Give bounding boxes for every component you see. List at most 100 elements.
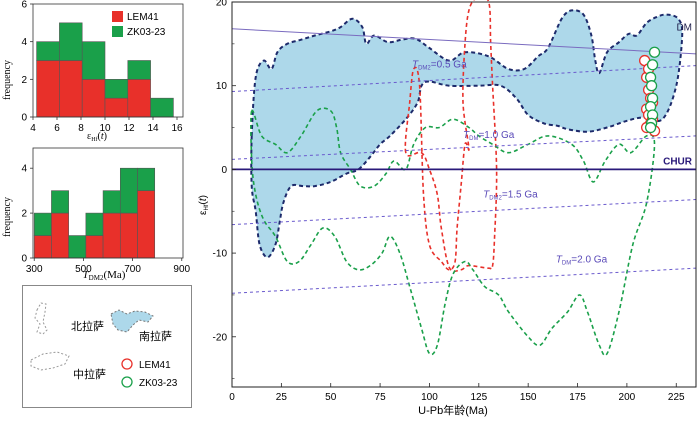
tdm2-05-label: TDM2=0.5 Ga	[412, 60, 467, 72]
hist-ehf-xtick-label-16: 16	[171, 123, 183, 134]
hist-ehf-xtick-label-8: 8	[78, 123, 84, 134]
hist-ehf-bar-lem41-4	[127, 79, 151, 118]
hist-ehf-bar-lem41-0	[36, 60, 60, 118]
tdm-20-label: TDM=2.0 Ga	[556, 255, 608, 267]
hist-ehf-frame	[32, 3, 184, 118]
hist-ehf-bar-zk03-23-3	[104, 79, 129, 99]
chur-line-label: CHUR	[663, 156, 693, 167]
legend-lem41-swatch	[112, 11, 123, 22]
hist-ehf-bar-zk03-23-2	[81, 41, 106, 80]
hist-ehf-panel: 4 6 8 10 12 14 16 0 2 4 6 LEM41 ZK03-23 frequency …	[0, 0, 195, 145]
tdm2-15-line	[231, 199, 697, 226]
hist-tdm2-ylabel: frequency	[2, 197, 13, 237]
main-xtick-label-150: 150	[520, 392, 537, 403]
hist-tdm2-bar-lem41-1	[51, 212, 69, 259]
legend-lem41-label: LEM41	[127, 12, 159, 23]
main-xtick-label-200: 200	[619, 392, 636, 403]
main-xtick-label-175: 175	[569, 392, 586, 403]
main-xtick-label-75: 75	[375, 392, 387, 403]
dm-line-label: DM	[676, 23, 692, 34]
central-lhasa-outline-icon	[30, 351, 70, 371]
hist-tdm2-xtick-label-500: 500	[75, 264, 92, 275]
hist-tdm2-panel: 300 500 700 900 0 2 4 frequency TDM2(Ma)	[0, 145, 195, 285]
main-xlabel: U-Pb年龄(Ma)	[418, 403, 488, 417]
hist-tdm2-bar-lem41-4	[102, 212, 121, 259]
hist-ehf-ytick-label-4: 4	[21, 37, 27, 48]
hist-ehf-legend: LEM41 ZK03-23	[112, 11, 166, 38]
hist-ehf-bar-zk03-23-4	[127, 60, 151, 80]
tdm2-15-label: TDM2=1.5 Ga	[483, 189, 538, 201]
legend-zk-text: ZK03-23	[139, 378, 178, 389]
hist-tdm2-frame	[32, 147, 184, 259]
point-zk03-23-1	[646, 59, 659, 71]
hist-tdm2-bar-zk03-23-5	[119, 167, 138, 214]
legend-zk-marker	[121, 376, 133, 388]
hist-ehf-ytick-label-6: 6	[21, 0, 27, 11]
north-lhasa-outline-icon	[34, 302, 48, 335]
main-frame	[231, 1, 697, 388]
hist-tdm2-xlabel: TDM2(Ma)	[83, 269, 126, 282]
central-lhasa-region	[250, 107, 656, 357]
hist-tdm2-bar-zk03-23-6	[137, 167, 156, 191]
legend-zk-label: ZK03-23	[127, 27, 166, 38]
hist-tdm2-xtick-label-700: 700	[124, 264, 141, 275]
main-xtick-label-125: 125	[470, 392, 487, 403]
hist-ehf-bar-zk03-23-5	[150, 97, 174, 118]
hist-ehf-bar-lem41-3	[104, 97, 129, 118]
point-zk03-23-3	[645, 80, 658, 92]
hist-tdm2-bar-lem41-3	[85, 235, 104, 259]
main-ytick-label-0: 0	[221, 165, 227, 176]
hist-ehf-xtick-label-12: 12	[123, 123, 135, 134]
dm-line	[231, 28, 697, 55]
hist-ehf-xtick-label-6: 6	[54, 123, 60, 134]
hist-ehf-xtick-label-4: 4	[30, 123, 36, 134]
hist-tdm2-xtick-label-900: 900	[173, 264, 190, 275]
hist-tdm2-bar-zk03-23-2	[68, 235, 87, 259]
tdm-10-label: TDM=1.0 Ga	[463, 130, 515, 142]
main-ytick-label-20: 20	[216, 0, 228, 9]
main-ytick-label--10: -10	[213, 249, 228, 260]
legend-south-lhasa: 南拉萨	[139, 329, 172, 343]
legend-lem41-marker	[121, 358, 133, 370]
main-ytick-label-10: 10	[216, 81, 228, 92]
hist-ehf-xtick-label-14: 14	[147, 123, 159, 134]
legend-north-lhasa: 北拉萨	[71, 319, 104, 333]
hist-ehf-bar-zk03-23-0	[36, 41, 60, 61]
main-xtick-label-50: 50	[325, 392, 337, 403]
point-zk03-23-8	[644, 121, 657, 134]
point-zk03-23-0	[648, 46, 661, 58]
main-xtick-label-25: 25	[276, 392, 288, 403]
hist-ehf-bar-lem41-2	[81, 79, 106, 118]
hist-tdm2-chart: 300 500 700 900 0 2 4 frequency TDM2(Ma)	[2, 147, 191, 282]
main-xtick-label-0: 0	[229, 392, 235, 403]
hist-ehf-bar-zk03-23-1	[59, 22, 83, 61]
legend-lem41-text: LEM41	[139, 360, 171, 371]
hist-tdm2-bar-zk03-23-4	[102, 190, 121, 214]
hist-tdm2-ytick-label-4: 4	[21, 164, 27, 175]
legend-zk-swatch	[112, 26, 123, 37]
hist-ehf-bar-lem41-1	[59, 60, 83, 118]
hist-tdm2-bar-lem41-0	[33, 235, 52, 259]
hist-ehf-ylabel: frequency	[2, 60, 13, 100]
hist-ehf-ytick-label-2: 2	[21, 75, 27, 86]
hist-ehf-xlabel: εHf(t)	[87, 131, 107, 143]
hist-tdm2-ytick-label-2: 2	[21, 209, 27, 220]
hist-tdm2-bar-zk03-23-1	[51, 190, 69, 214]
hist-tdm2-ytick-label-0: 0	[21, 254, 27, 265]
hist-ehf-ytick-label-0: 0	[21, 113, 27, 124]
hist-tdm2-bar-lem41-6	[137, 190, 156, 259]
hist-tdm2-bar-lem41-5	[119, 212, 138, 259]
hist-tdm2-bar-zk03-23-3	[85, 212, 104, 236]
main-ytick-label--20: -20	[213, 332, 228, 343]
main-scatter-chart: 0 25 50 75 100 125 150 175 200 225 -20 -10 0 10 20 U-P…	[198, 0, 697, 417]
main-xtick-label-225: 225	[668, 392, 685, 403]
hist-tdm2-bar-zk03-23-0	[33, 212, 52, 236]
south-lhasa-outline-icon	[110, 309, 154, 333]
main-xtick-label-100: 100	[421, 392, 438, 403]
hist-ehf-xtick-label-10: 10	[99, 123, 111, 134]
region-legend-box: 北拉萨 南拉萨 中拉萨 LEM41 ZK03-23	[22, 285, 192, 408]
main-scatter-panel: 0 25 50 75 100 125 150 175 200 225 -20 -10 0 10 20 U-P…	[196, 0, 700, 421]
main-ylabel: εHf(t)	[198, 195, 210, 215]
legend-central-lhasa: 中拉萨	[73, 367, 106, 381]
